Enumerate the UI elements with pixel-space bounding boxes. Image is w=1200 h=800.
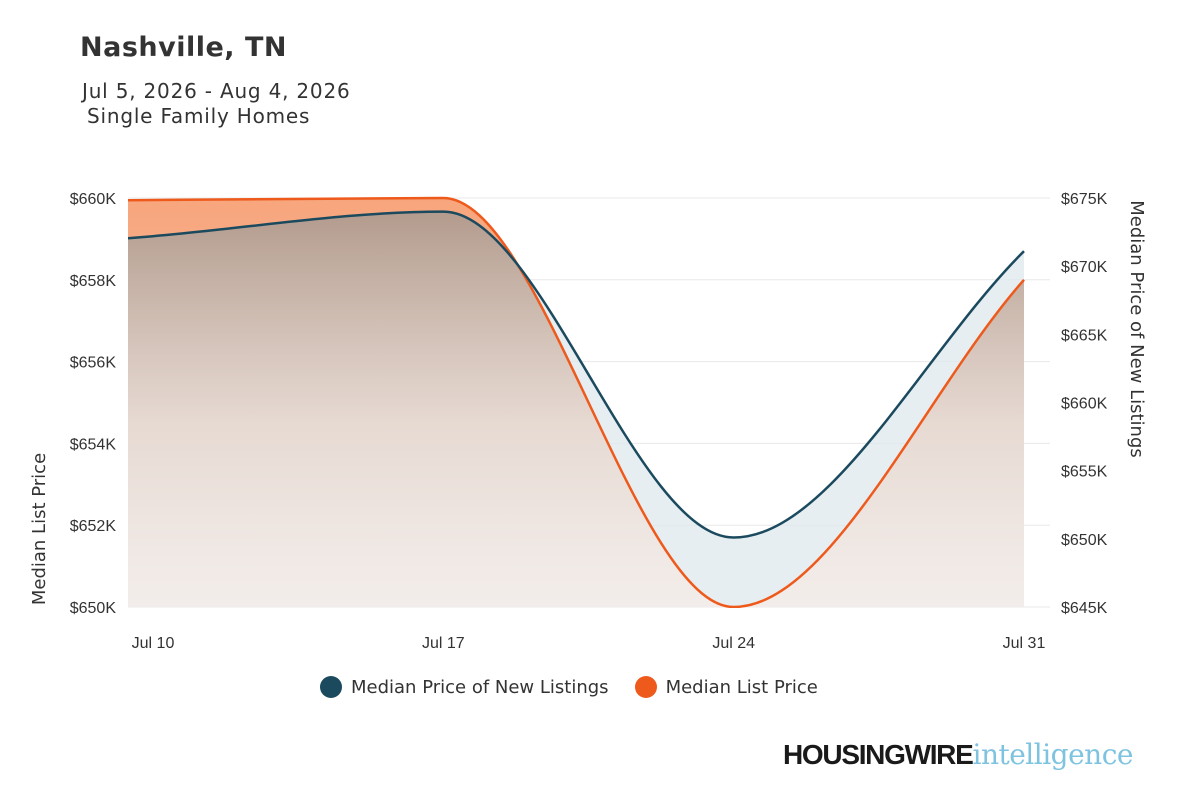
legend-dot-list-price xyxy=(634,676,657,698)
y-right-tick-label: $675K xyxy=(1061,191,1108,208)
y-right-tick-label: $655K xyxy=(1061,464,1108,481)
brand-logo-part2: intelligence xyxy=(972,738,1133,771)
x-tick-label: Jul 31 xyxy=(1003,635,1046,652)
y-right-tick-label: $645K xyxy=(1061,600,1108,617)
y-left-tick-label: $656K xyxy=(70,355,117,372)
y-right-tick-label: $660K xyxy=(1061,396,1108,413)
series-lines xyxy=(128,196,1025,608)
segment-label: Single Family Homes xyxy=(87,104,311,128)
area-overlap xyxy=(128,211,1024,607)
area-fills xyxy=(128,198,1024,607)
y-right-axis-title: Median Price of New Listings xyxy=(1126,200,1147,458)
legend-label-list-price: Median List Price xyxy=(665,676,818,698)
y-left-tick-label: $650K xyxy=(70,600,117,617)
line-new-listings xyxy=(128,210,1025,539)
x-tick-label: Jul 17 xyxy=(422,635,465,652)
brand-logo: HOUSINGWIREintelligence xyxy=(783,738,1133,771)
y-right-tick-label: $650K xyxy=(1061,532,1108,549)
y-left-axis-title: Median List Price xyxy=(29,453,50,605)
legend-item-list-price[interactable]: Median List Price xyxy=(634,676,818,698)
legend-item-new-listings[interactable]: Median Price of New Listings xyxy=(320,676,609,698)
y-left-tick-label: $660K xyxy=(70,191,117,208)
legend: Median Price of New Listings Median List… xyxy=(320,676,844,698)
chart-title: Nashville, TN xyxy=(80,32,287,63)
y-right-tick-label: $665K xyxy=(1061,327,1108,344)
legend-label-new-listings: Median Price of New Listings xyxy=(351,676,609,698)
y-right-tick-label: $670K xyxy=(1061,259,1108,276)
y-left-tick-label: $658K xyxy=(70,273,117,290)
y-left-tick-label: $654K xyxy=(70,436,117,453)
x-tick-label: Jul 10 xyxy=(132,635,175,652)
line-list-price xyxy=(128,196,1025,608)
y-left-tick-label: $652K xyxy=(70,518,117,535)
x-tick-label: Jul 24 xyxy=(712,635,755,652)
legend-dot-new-listings xyxy=(320,676,342,698)
date-range: Jul 5, 2026 - Aug 4, 2026 xyxy=(82,79,351,103)
brand-logo-part1: HOUSINGWIRE xyxy=(783,739,974,770)
axis-ticks: $650K $652K $654K $656K $658K $660K $645K $650K… xyxy=(70,191,1108,652)
